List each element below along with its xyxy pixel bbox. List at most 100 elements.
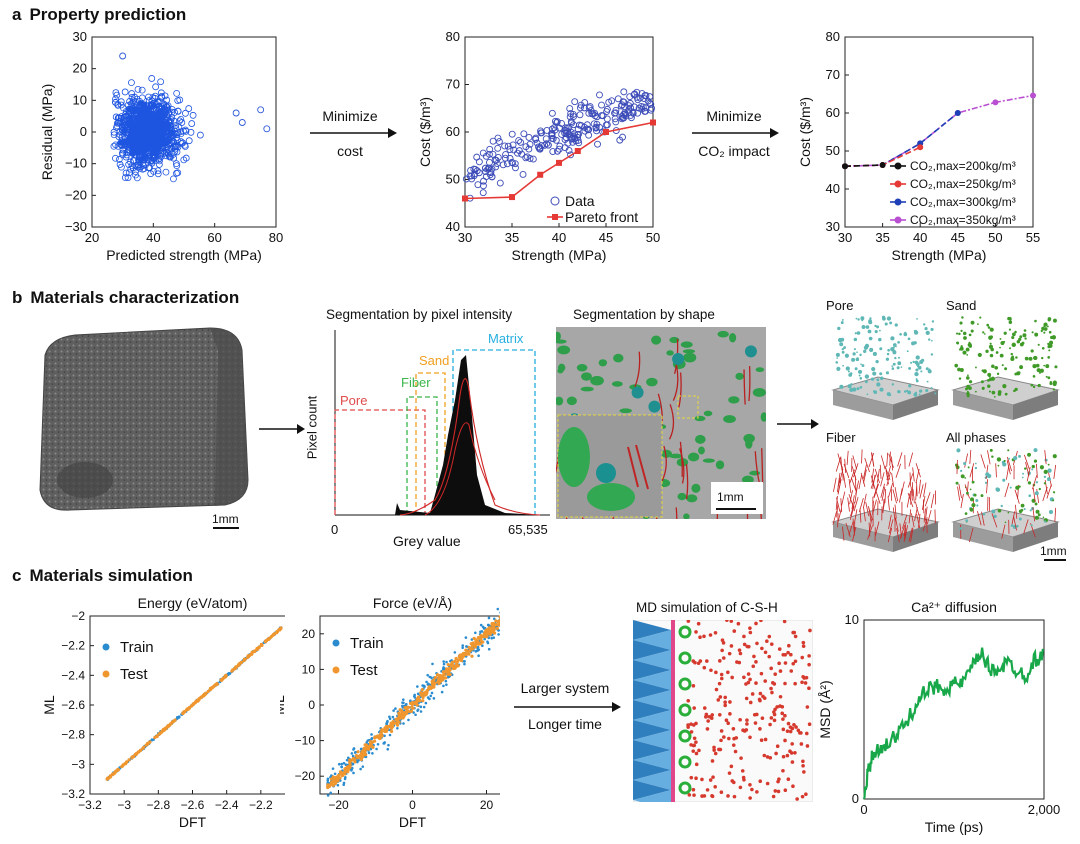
fiber-strand — [903, 527, 907, 542]
water-molecule — [729, 620, 734, 623]
phase-particle — [892, 343, 897, 347]
test-point — [130, 756, 134, 760]
phase-particle — [1018, 517, 1022, 521]
phase-particle — [853, 337, 858, 342]
fiber-strand — [852, 518, 855, 533]
y-tick-label: 40 — [826, 181, 840, 196]
y-tick-label: −10 — [295, 734, 316, 748]
phase-particle — [890, 347, 895, 352]
data-point — [634, 109, 642, 117]
water-molecule — [805, 705, 810, 709]
fiber-strand — [675, 507, 678, 519]
fiber-strand — [863, 493, 867, 508]
water-molecule — [759, 620, 763, 623]
legend-marker — [894, 198, 902, 206]
phase-particle — [995, 487, 1000, 492]
data-point — [115, 156, 123, 163]
data-point — [135, 149, 142, 156]
data-point — [509, 141, 517, 149]
test-point — [255, 647, 259, 652]
train-point — [446, 675, 450, 679]
phase-particle — [958, 377, 962, 380]
y-tick-label: 80 — [826, 29, 840, 44]
x-tick-label: 40 — [146, 230, 160, 245]
phase-particle — [839, 342, 844, 347]
data-point — [175, 123, 183, 131]
data-point — [612, 109, 620, 117]
phase-particle — [873, 390, 876, 393]
data-point — [196, 131, 204, 139]
phase-particle — [841, 318, 844, 321]
phase-particle — [892, 362, 896, 366]
data-point — [627, 111, 635, 119]
train-point — [479, 623, 483, 627]
fiber-strand — [887, 496, 890, 511]
phase-particle — [1015, 485, 1020, 490]
water-molecule — [786, 721, 791, 726]
data-point — [161, 92, 169, 100]
data-point — [154, 136, 161, 143]
test-point — [410, 705, 414, 709]
fiber-strand — [872, 499, 877, 514]
data-point — [185, 137, 193, 145]
train-point — [394, 707, 397, 710]
data-point — [163, 122, 170, 129]
phase-particle — [914, 371, 919, 377]
train-point — [392, 709, 395, 712]
water-molecule — [705, 788, 710, 792]
water-molecule — [731, 743, 736, 747]
water-molecule — [727, 771, 732, 775]
water-molecule — [708, 778, 713, 782]
water-molecule — [691, 743, 696, 748]
test-point — [425, 691, 429, 695]
water-molecule — [746, 672, 751, 676]
data-point — [121, 127, 128, 134]
test-point — [113, 770, 117, 774]
phase-particle — [927, 369, 932, 374]
phase-particle — [897, 341, 900, 344]
outlier-point — [257, 106, 265, 114]
phase-particle — [919, 389, 923, 393]
seg-shape-title: Segmentation by shape — [573, 307, 715, 322]
data-point — [565, 147, 573, 154]
water-molecule — [709, 668, 713, 673]
data-point — [142, 132, 149, 139]
water-molecule — [746, 680, 751, 685]
sand-grain — [590, 375, 604, 386]
x-axis-label: DFT — [399, 814, 427, 830]
pareto-point — [650, 119, 656, 126]
fiber-strand — [924, 492, 931, 507]
phase-particle — [878, 337, 882, 342]
train-point — [369, 747, 373, 751]
water-molecule — [788, 729, 793, 734]
test-point — [467, 652, 471, 656]
test-point — [362, 751, 366, 756]
train-point — [340, 765, 344, 769]
test-point — [490, 623, 494, 627]
phase-particle — [1033, 448, 1038, 453]
sand-grain — [735, 372, 744, 380]
train-point — [375, 747, 378, 751]
train-point — [407, 718, 410, 722]
fiber-strand — [895, 517, 899, 532]
water-molecule — [713, 751, 718, 756]
data-point — [612, 106, 620, 114]
data-point — [489, 150, 497, 158]
phase-particle — [867, 329, 872, 334]
fiber-strand — [886, 452, 889, 467]
data-point — [174, 169, 182, 177]
data-point — [473, 167, 481, 175]
test-point — [481, 634, 485, 639]
water-molecule — [717, 712, 722, 717]
fiber-strand — [743, 369, 746, 405]
data-point — [471, 165, 479, 173]
phase-particle — [839, 384, 844, 389]
ca-ion — [678, 703, 692, 717]
inset-fiber — [627, 444, 649, 490]
water-molecule — [765, 639, 769, 644]
water-molecule — [783, 681, 787, 686]
phase-particle — [1032, 375, 1036, 378]
hist-ylabel: Pixel count — [304, 395, 320, 460]
test-point — [127, 758, 131, 762]
data-point — [180, 156, 188, 164]
